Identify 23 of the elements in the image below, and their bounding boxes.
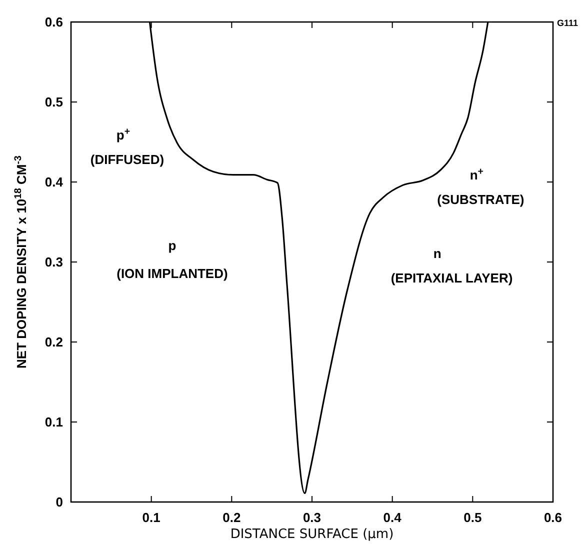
y-tick-label: 0.4 xyxy=(44,174,64,190)
y-tick-label: 0.6 xyxy=(44,14,63,30)
annotation: n$^{+}$ xyxy=(470,166,484,182)
annotation: (EPITAXIAL LAYER) xyxy=(390,270,513,286)
x-tick-label: 0.5 xyxy=(464,510,482,525)
text: G111 xyxy=(557,18,578,28)
annotation: (DIFFUSED) xyxy=(90,152,164,168)
y-tick-label: 0.3 xyxy=(44,254,63,270)
y-tick-label: 0 xyxy=(56,494,63,510)
x-tick-label: 0.4 xyxy=(383,510,402,525)
annotation: (ION IMPLANTED) xyxy=(116,266,228,281)
annotation: n xyxy=(433,246,442,261)
annotation: (SUBSTRATE) xyxy=(437,192,524,208)
y-tick-label: 0.1 xyxy=(44,414,63,430)
y-tick-label: 0.2 xyxy=(44,334,63,350)
x-tick-label: 0.1 xyxy=(142,510,160,525)
annotation: p xyxy=(168,238,176,253)
x-tick-label: 0.6 xyxy=(544,510,562,525)
x-tick-label: 0.3 xyxy=(302,510,322,525)
y-tick-label: 0.5 xyxy=(44,94,63,110)
x-tick-label: 0.2 xyxy=(222,510,241,525)
x-axis-title: DISTANCE SURFACE (μm) xyxy=(230,527,394,542)
annotation: p$^{+}$ xyxy=(116,126,130,142)
